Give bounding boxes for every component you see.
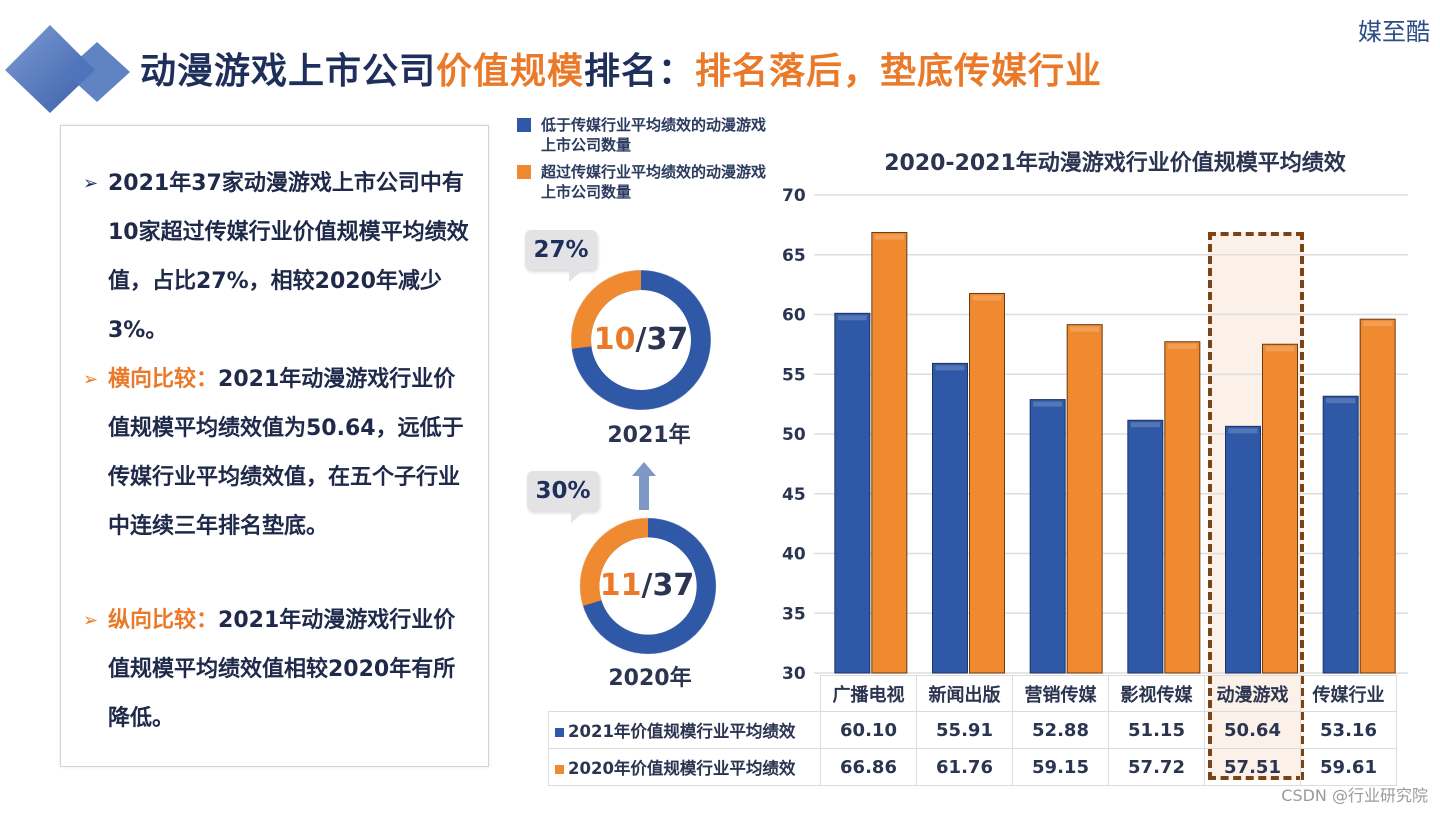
bar-2021 [932, 362, 968, 674]
bullet-text: 2021年37家动漫游戏上市公司中有10家超过传媒行业价值规模平均绩效值，占比2… [108, 171, 469, 343]
donut-center-2020: 11/37 [577, 568, 717, 603]
percent-callout-2021: 27% [525, 230, 597, 282]
donut-year-2021: 2021年 [607, 423, 691, 448]
count-above: 10 [593, 322, 636, 357]
category-label: 广播电视 [820, 675, 917, 712]
brand-name: 媒至酷 [1358, 18, 1430, 46]
table-cell: 57.72 [1108, 748, 1205, 786]
table-cell: 50.64 [1204, 711, 1301, 749]
title-segment: 排名： [584, 51, 696, 92]
y-tick-label: 55 [782, 365, 806, 385]
chart-data-table: 广播电视 新闻出版 营销传媒 影视传媒 动漫游戏 传媒行业 2021年价值规模行… [548, 675, 1397, 786]
bar-2021 [1127, 419, 1164, 674]
title-highlight: 价值规模 [436, 51, 585, 92]
chart-title: 2020-2021年动漫游戏行业价值规模平均绩效 [884, 151, 1346, 176]
percent-callout-2020: 30% [527, 471, 599, 523]
legend-swatch-orange [517, 165, 531, 179]
series-swatch-orange [555, 765, 564, 774]
up-arrow-icon [632, 462, 656, 510]
bar-2021 [1029, 399, 1066, 674]
summary-bullet: ➢ 纵向比较：2021年动漫游戏行业价值规模平均绩效值相较2020年有所降低。 [83, 596, 473, 743]
legend-item-above: 超过传媒行业平均绩效的动漫游戏上市公司数量 [517, 162, 777, 202]
table-cell: 52.88 [1012, 711, 1109, 749]
arrow-bullet-icon: ➢ [83, 173, 99, 194]
count-total: /37 [641, 568, 695, 603]
series-swatch-blue [555, 728, 564, 737]
bar-2020 [1359, 318, 1396, 674]
table-header-row: 广播电视 新闻出版 营销传媒 影视传媒 动漫游戏 传媒行业 [549, 675, 1397, 712]
table-cell: 66.86 [820, 748, 917, 786]
summary-bullet: ➢ 横向比较：2021年动漫游戏行业价值规模平均绩效值为50.64，远低于传媒行… [83, 355, 473, 551]
double-diamond-logo-icon [5, 25, 130, 113]
legend-label: 低于传媒行业平均绩效的动漫游戏上市公司数量 [541, 116, 767, 154]
bullet-text: 2021年动漫游戏行业价值规模平均绩效值相较2020年有所降低。 [108, 608, 456, 731]
y-tick-label: 35 [782, 604, 806, 624]
donut-year-2020: 2020年 [608, 666, 692, 691]
summary-panel: ➢ 2021年37家动漫游戏上市公司中有10家超过传媒行业价值规模平均绩效值，占… [60, 125, 489, 767]
series-name: 2021年价值规模行业平均绩效 [568, 722, 796, 741]
table-row: 2021年价值规模行业平均绩效 60.10 55.91 52.88 51.15 … [548, 711, 1397, 749]
summary-bullet: ➢ 2021年37家动漫游戏上市公司中有10家超过传媒行业价值规模平均绩效值，占… [83, 159, 473, 355]
y-tick-label: 45 [782, 485, 806, 505]
y-tick-label: 40 [782, 545, 806, 565]
count-total: /37 [635, 322, 689, 357]
table-cell: 53.16 [1300, 711, 1397, 749]
y-tick-label: 30 [782, 664, 806, 680]
page-title: 动漫游戏上市公司价值规模排名：排名落后，垫底传媒行业 [140, 42, 1102, 94]
y-tick-label: 70 [782, 186, 806, 206]
legend-label: 超过传媒行业平均绩效的动漫游戏上市公司数量 [541, 163, 767, 201]
watermark: CSDN @行业研究院 [1281, 786, 1428, 805]
donut-center-2021: 10/37 [571, 322, 711, 357]
bar-2020 [1066, 324, 1103, 674]
table-cell: 60.10 [820, 711, 917, 749]
arrow-bullet-icon: ➢ [83, 369, 99, 390]
y-tick-label: 65 [782, 246, 806, 266]
title-segment: 动漫游戏上市公司 [140, 51, 437, 92]
table-corner [549, 676, 821, 712]
bar-2020 [969, 292, 1005, 674]
donut-chart-2020 [579, 517, 717, 655]
table-cell: 59.15 [1012, 748, 1109, 786]
legend-item-below: 低于传媒行业平均绩效的动漫游戏上市公司数量 [517, 115, 777, 155]
series-label-2021: 2021年价值规模行业平均绩效 [548, 711, 821, 749]
bar-2021 [1225, 425, 1261, 674]
category-label: 传媒行业 [1300, 675, 1397, 712]
y-tick-label: 50 [782, 425, 806, 445]
arrow-bullet-icon: ➢ [83, 610, 99, 631]
category-label: 新闻出版 [916, 675, 1013, 712]
count-above: 11 [599, 568, 642, 603]
legend-swatch-blue [517, 118, 531, 132]
bar-2020 [871, 232, 908, 674]
table-cell: 61.76 [916, 748, 1013, 786]
series-name: 2020年价值规模行业平均绩效 [568, 759, 796, 778]
bullet-text: 2021年动漫游戏行业价值规模平均绩效值为50.64，远低于传媒行业平均绩效值，… [108, 367, 464, 539]
bullet-label: 纵向比较： [108, 608, 219, 633]
donut-chart-2021 [570, 269, 712, 411]
bar-chart: 30 35 40 45 50 55 60 65 70 [782, 186, 1408, 680]
table-cell: 59.61 [1300, 748, 1397, 786]
table-cell: 51.15 [1108, 711, 1205, 749]
bar-2020 [1164, 341, 1201, 674]
table-row: 2020年价值规模行业平均绩效 66.86 61.76 59.15 57.72 … [548, 748, 1397, 786]
table-cell: 55.91 [916, 711, 1013, 749]
donut-segment-above [571, 270, 642, 349]
y-tick-label: 60 [782, 306, 806, 326]
bar-2020 [1262, 343, 1298, 674]
title-subtitle: 排名落后，垫底传媒行业 [695, 51, 1103, 92]
bar-2021 [834, 312, 871, 674]
category-label: 影视传媒 [1108, 675, 1205, 712]
table-cell: 57.51 [1204, 748, 1301, 786]
bar-2021 [1322, 395, 1359, 674]
series-label-2020: 2020年价值规模行业平均绩效 [548, 748, 821, 786]
category-label: 营销传媒 [1012, 675, 1109, 712]
category-label: 动漫游戏 [1204, 675, 1301, 712]
bullet-label: 横向比较： [108, 367, 219, 392]
donut-segment-above [579, 517, 649, 606]
